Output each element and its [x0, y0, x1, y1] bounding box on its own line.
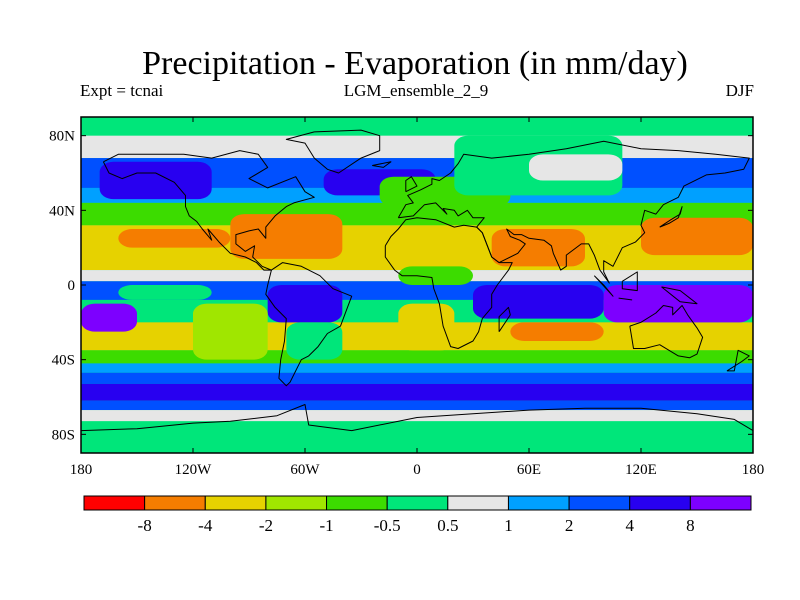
y-tick-label: 0 — [68, 278, 76, 294]
colorbar-label: -4 — [198, 516, 213, 535]
coastline-6 — [593, 275, 614, 297]
region-6 — [641, 217, 753, 256]
colorbar-swatch — [265, 495, 328, 511]
y-axis: 80N 40N 0 40S 80S — [49, 129, 753, 443]
y-tick-label: 80N — [49, 129, 75, 145]
coastline-10 — [498, 306, 511, 332]
region-10 — [398, 266, 473, 285]
colorbar-label: -8 — [138, 516, 152, 535]
x-tick-label: 120E — [625, 462, 657, 478]
y-tick-label: 40S — [52, 353, 75, 369]
lat-band-12 — [81, 372, 753, 384]
region-17 — [286, 322, 343, 360]
colorbar-label: 8 — [686, 516, 695, 535]
season-label: DJF — [725, 81, 754, 100]
region-19 — [193, 303, 268, 360]
coastline-14 — [726, 349, 750, 372]
x-tick-label: 180 — [70, 462, 93, 478]
colorbar-swatch — [507, 495, 570, 511]
colorbar-swatch — [204, 495, 267, 511]
lat-band-15 — [81, 410, 753, 422]
region-11 — [267, 285, 343, 323]
x-tick-label: 120W — [175, 462, 213, 478]
region-15 — [510, 322, 604, 341]
region-13 — [603, 285, 753, 323]
coastline-15 — [81, 404, 753, 432]
region-5 — [230, 214, 343, 259]
coastline-11 — [659, 206, 683, 228]
coastline-5 — [285, 129, 381, 174]
colorbar-swatch — [386, 495, 449, 511]
colorbar-swatch — [447, 495, 509, 511]
region-12 — [473, 285, 604, 319]
x-tick-label: 180 — [742, 462, 765, 478]
y-tick-label: 40N — [49, 203, 75, 219]
colorbar: -8 -4 -2 -1 -0.5 0.5 1 2 4 8 — [83, 495, 752, 535]
colorbar-label: 1 — [504, 516, 513, 535]
region-18 — [118, 285, 212, 300]
colorbar-swatch — [144, 495, 206, 511]
region-8 — [379, 229, 473, 267]
colorbar-swatch — [629, 495, 691, 511]
region-14 — [81, 303, 137, 332]
colorbar-label: 4 — [625, 516, 634, 535]
lat-band-13 — [81, 383, 753, 401]
colorbar-swatch — [326, 495, 388, 511]
pe-field — [81, 117, 753, 453]
region-7 — [491, 229, 585, 267]
lat-band-0 — [81, 117, 753, 136]
colorbar-label: -1 — [319, 516, 333, 535]
x-axis: 180 120W 60W 0 60E 120E 180 — [70, 117, 765, 478]
y-tick-label: 80S — [52, 427, 75, 443]
coastline-9 — [661, 286, 698, 305]
experiment-label: Expt = tcnai — [80, 81, 164, 100]
coastline-3 — [384, 217, 513, 349]
colorbar-swatch — [83, 495, 146, 511]
colorbar-swatch — [568, 495, 631, 511]
region-4 — [529, 154, 623, 181]
region-9 — [118, 229, 231, 248]
coastline-12 — [405, 176, 418, 193]
colorbar-label: 2 — [565, 516, 574, 535]
chart-title: Precipitation - Evaporation (in mm/day) — [142, 45, 688, 82]
coastline-7 — [618, 297, 633, 301]
colorbar-label: 0.5 — [437, 516, 458, 535]
coastline-1 — [265, 262, 353, 387]
colorbar-label: -2 — [259, 516, 273, 535]
colorbar-label: -0.5 — [374, 516, 401, 535]
lat-band-14 — [81, 400, 753, 411]
coastline-4 — [629, 305, 704, 359]
lat-band-10 — [81, 350, 753, 364]
coastlines — [81, 129, 753, 432]
lat-band-11 — [81, 363, 753, 373]
lat-band-16 — [81, 421, 753, 453]
x-tick-label: 60W — [290, 462, 320, 478]
ensemble-label: LGM_ensemble_2_9 — [343, 81, 489, 100]
x-tick-label: 60E — [517, 462, 541, 478]
region-16 — [398, 303, 455, 351]
x-tick-label: 0 — [413, 462, 421, 478]
coastline-8 — [621, 271, 638, 292]
region-0 — [99, 161, 212, 200]
coastline-0 — [102, 150, 315, 271]
coastline-13 — [372, 161, 392, 168]
colorbar-swatch — [689, 495, 752, 511]
